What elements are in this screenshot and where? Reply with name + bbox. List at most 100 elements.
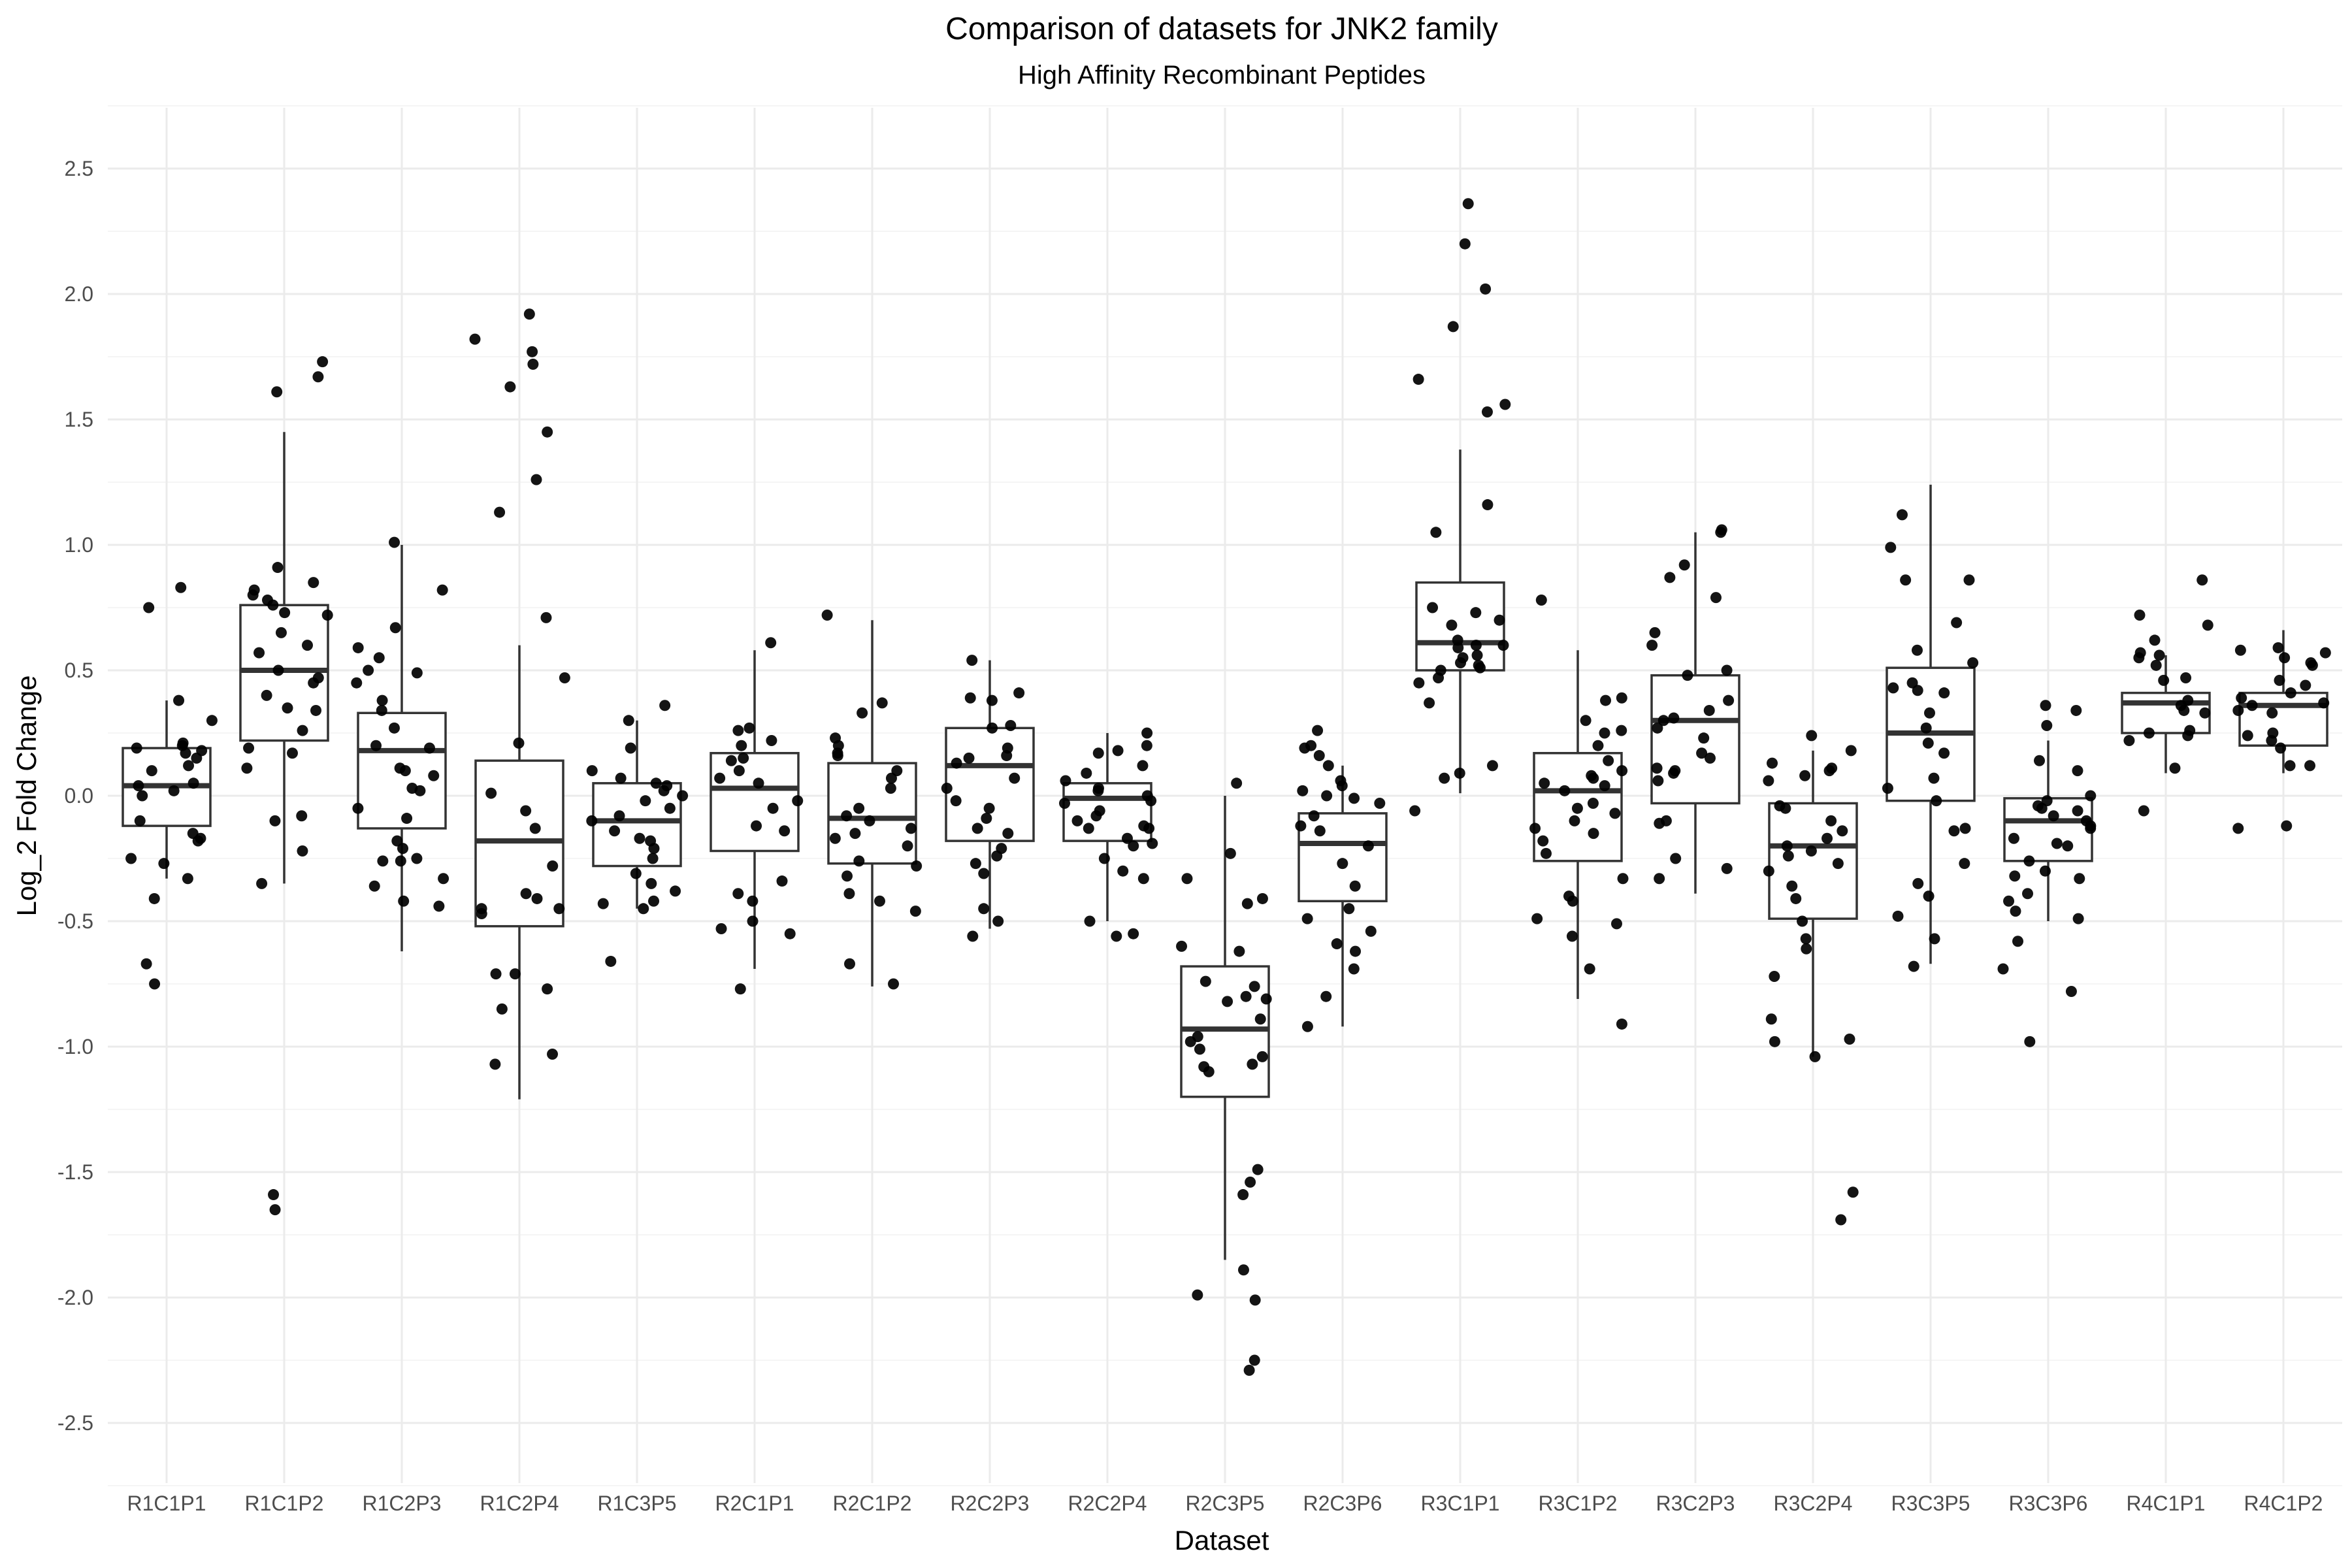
data-point	[1654, 873, 1665, 885]
data-point	[2182, 730, 2194, 742]
data-point	[1584, 963, 1595, 975]
data-point	[1301, 1021, 1313, 1032]
data-point	[527, 359, 539, 370]
data-point	[2036, 802, 2048, 814]
y-tick-label: -1.5	[57, 1160, 93, 1184]
data-point	[308, 677, 319, 689]
data-point	[2134, 610, 2146, 621]
data-point	[2022, 888, 2034, 900]
data-point	[531, 474, 542, 485]
data-point	[1365, 925, 1377, 937]
data-point	[1240, 990, 1252, 1002]
data-point	[1678, 559, 1690, 571]
data-point	[638, 903, 649, 915]
data-point	[1599, 780, 1610, 792]
box-R3C2P3	[1650, 532, 1740, 894]
data-point	[2039, 865, 2051, 877]
data-point	[368, 880, 380, 892]
data-point	[2158, 674, 2170, 686]
data-point	[282, 702, 293, 714]
y-tick-label: 0.0	[65, 784, 93, 808]
x-tick-label: R1C3P5	[598, 1492, 677, 1515]
data-point	[2062, 840, 2074, 852]
data-point	[888, 978, 900, 990]
data-point	[1237, 1189, 1249, 1201]
data-point	[1885, 542, 1897, 553]
data-point	[261, 689, 272, 701]
data-point	[1430, 527, 1442, 538]
data-point	[1616, 725, 1627, 736]
data-point	[247, 589, 259, 601]
data-point	[767, 802, 779, 814]
data-point	[2234, 644, 2246, 656]
data-point	[2284, 760, 2296, 772]
data-point	[2074, 873, 2085, 885]
chart-title: Comparison of datasets for JNK2 family	[945, 12, 1498, 46]
data-point	[275, 627, 287, 638]
data-point	[2008, 832, 2019, 844]
data-point	[389, 622, 401, 634]
data-point	[168, 785, 180, 796]
data-point	[297, 725, 308, 736]
data-point	[253, 647, 265, 659]
data-point	[1001, 750, 1013, 762]
data-point	[981, 813, 992, 825]
data-point	[1670, 853, 1682, 864]
data-point	[2232, 704, 2244, 716]
data-point	[411, 853, 423, 864]
data-point	[1592, 740, 1604, 751]
data-point	[1141, 727, 1153, 739]
data-point	[1308, 810, 1320, 822]
data-point	[2242, 730, 2253, 742]
data-point	[1923, 890, 1935, 902]
data-point	[1200, 975, 1211, 987]
data-point	[853, 855, 865, 867]
x-tick-label: R4C1P2	[2244, 1492, 2323, 1515]
data-point	[256, 877, 268, 889]
data-point	[1249, 981, 1260, 992]
box-body	[1650, 674, 1740, 805]
x-tick-label: R2C3P5	[1186, 1492, 1265, 1515]
data-point	[1529, 823, 1541, 834]
data-point	[776, 875, 788, 887]
data-point	[2048, 810, 2059, 822]
data-point	[411, 667, 423, 679]
data-point	[2246, 700, 2258, 711]
y-tick-label: 1.5	[65, 408, 93, 431]
data-point	[2266, 707, 2278, 719]
data-point	[308, 577, 319, 589]
data-point	[909, 906, 921, 917]
data-point	[634, 832, 645, 844]
data-point	[2072, 765, 2083, 777]
data-point	[1658, 715, 1669, 727]
data-point	[1698, 732, 1710, 744]
data-point	[143, 602, 155, 613]
data-point	[747, 895, 759, 907]
x-tick-label: R3C2P3	[1656, 1492, 1735, 1515]
data-point	[1567, 895, 1578, 907]
data-point	[1835, 1214, 1847, 1226]
data-point	[1243, 1364, 1255, 1376]
data-point	[1559, 785, 1571, 796]
data-point	[874, 895, 885, 907]
box-body	[1062, 782, 1152, 842]
data-point	[1539, 777, 1550, 789]
data-point	[1297, 785, 1309, 796]
y-tick-label: -0.5	[57, 909, 93, 933]
data-point	[766, 735, 777, 747]
data-point	[553, 903, 565, 915]
data-point	[1143, 823, 1155, 834]
data-point	[821, 610, 833, 621]
x-tick-label: R3C2P4	[1774, 1492, 1853, 1515]
points	[125, 198, 2331, 1376]
data-point	[1176, 940, 1188, 952]
data-point	[1896, 509, 1908, 521]
data-point	[2123, 735, 2135, 747]
data-point	[1767, 757, 1778, 769]
data-point	[1923, 707, 1935, 719]
data-point	[389, 536, 400, 548]
data-point	[485, 787, 497, 799]
data-point	[1413, 677, 1425, 689]
data-point	[1912, 877, 1924, 889]
data-point	[1249, 1354, 1260, 1366]
